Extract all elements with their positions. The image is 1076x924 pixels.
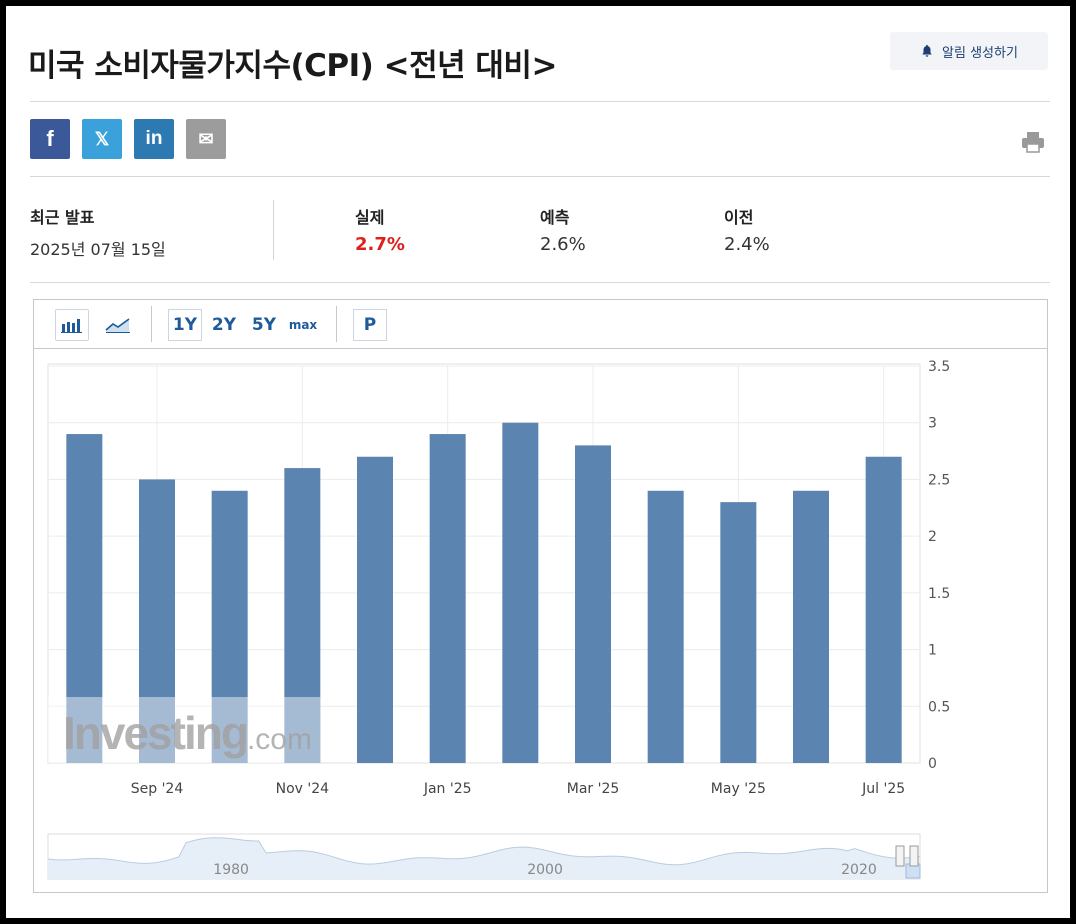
area-chart-type-button[interactable] bbox=[101, 309, 135, 341]
y-tick-label: 2.5 bbox=[928, 472, 950, 488]
y-tick-label: 0.5 bbox=[928, 699, 950, 715]
y-tick-label: 3.5 bbox=[928, 359, 950, 375]
toolbar-separator bbox=[336, 306, 337, 342]
area-chart-icon bbox=[105, 318, 130, 333]
page-title: 미국 소비자물가지수(CPI) <전년 대비> bbox=[28, 48, 557, 84]
range-1y-button[interactable]: 1Y bbox=[168, 309, 202, 341]
plot-area bbox=[47, 363, 921, 764]
chart-container bbox=[33, 299, 1048, 893]
actual-label: 실제 bbox=[355, 208, 385, 227]
bar-chart-icon bbox=[61, 319, 82, 333]
navigator-year-label: 2020 bbox=[841, 862, 877, 878]
facebook-share-button[interactable]: f bbox=[30, 119, 70, 159]
forecast-label: 예측 bbox=[540, 208, 570, 227]
create-alert-label: 알림 생성하기 bbox=[942, 45, 1018, 61]
navigator-series bbox=[48, 837, 920, 879]
latest-release-date: 2025년 07월 15일 bbox=[30, 240, 166, 259]
forecast-value: 2.6% bbox=[540, 234, 586, 255]
x-tick-label: Mar '25 bbox=[567, 781, 620, 797]
bar-Jul '25 bbox=[865, 456, 902, 763]
divider bbox=[30, 176, 1050, 177]
bar-chart: 0 0.5 1 1.5 2 2.5 3 3.5 Investing.com Sep '24 Nov … bbox=[47, 359, 950, 880]
navigator-year-label: 1980 bbox=[213, 862, 249, 878]
divider bbox=[30, 282, 1050, 283]
bar-Sep '24 bbox=[139, 479, 175, 763]
watermark-overlay bbox=[48, 697, 321, 763]
previous-label: 이전 bbox=[724, 208, 754, 227]
x-tick-label: Jul '25 bbox=[861, 781, 905, 797]
x-share-button[interactable]: 𝕏 bbox=[82, 119, 122, 159]
bar-Mar '25 bbox=[575, 445, 611, 763]
actual-value: 2.7% bbox=[355, 234, 405, 255]
bar-May '25 bbox=[720, 502, 757, 763]
previous-value: 2.4% bbox=[724, 234, 770, 255]
print-icon[interactable] bbox=[1020, 130, 1046, 154]
range-5y-button[interactable]: 5Y bbox=[251, 315, 277, 335]
navigator-handle[interactable] bbox=[909, 845, 919, 867]
bar-Nov '24 bbox=[284, 468, 321, 763]
stats-divider bbox=[273, 200, 274, 260]
toolbar-separator bbox=[151, 306, 152, 342]
p-button[interactable]: P bbox=[353, 309, 387, 341]
y-tick-label: 2 bbox=[928, 529, 937, 545]
bar-Jan '25 bbox=[429, 434, 466, 763]
x-tick-label: Sep '24 bbox=[131, 781, 184, 797]
navigator-line bbox=[47, 837, 921, 866]
navigator-handle[interactable] bbox=[895, 845, 905, 867]
create-alert-button[interactable]: 알림 생성하기 bbox=[890, 32, 1048, 70]
bar-Jun '25 bbox=[793, 490, 829, 763]
x-icon: 𝕏 bbox=[94, 128, 110, 149]
bar-Dec '24 bbox=[357, 456, 393, 763]
range-max-button[interactable]: max bbox=[288, 318, 318, 332]
bar-Oct '24 bbox=[211, 490, 248, 763]
y-tick-label: 1 bbox=[928, 643, 937, 659]
divider bbox=[30, 101, 1050, 102]
x-tick-label: May '25 bbox=[711, 781, 766, 797]
bar-chart-type-button[interactable] bbox=[55, 309, 89, 341]
x-tick-label: Nov '24 bbox=[276, 781, 330, 797]
navigator-year-label: 2000 bbox=[527, 862, 563, 878]
email-icon: ✉ bbox=[198, 128, 214, 149]
y-tick-label: 1.5 bbox=[928, 586, 950, 602]
y-tick-label: 3 bbox=[928, 416, 937, 432]
linkedin-share-button[interactable]: in bbox=[134, 119, 174, 159]
email-share-button[interactable]: ✉ bbox=[186, 119, 226, 159]
investing-watermark: Investing.com bbox=[63, 707, 312, 759]
range-2y-button[interactable]: 2Y bbox=[211, 315, 237, 335]
y-tick-label: 0 bbox=[928, 756, 937, 772]
bar-Apr '25 bbox=[647, 490, 684, 763]
bar-Feb '25 bbox=[502, 422, 539, 763]
latest-release-label: 최근 발표 bbox=[30, 208, 95, 227]
linkedin-icon: in bbox=[145, 128, 163, 149]
bell-icon bbox=[922, 44, 932, 57]
facebook-icon: f bbox=[46, 126, 54, 151]
bar-Aug '24 bbox=[66, 434, 103, 763]
toolbar-divider bbox=[34, 348, 1047, 349]
x-tick-label: Jan '25 bbox=[423, 781, 472, 797]
